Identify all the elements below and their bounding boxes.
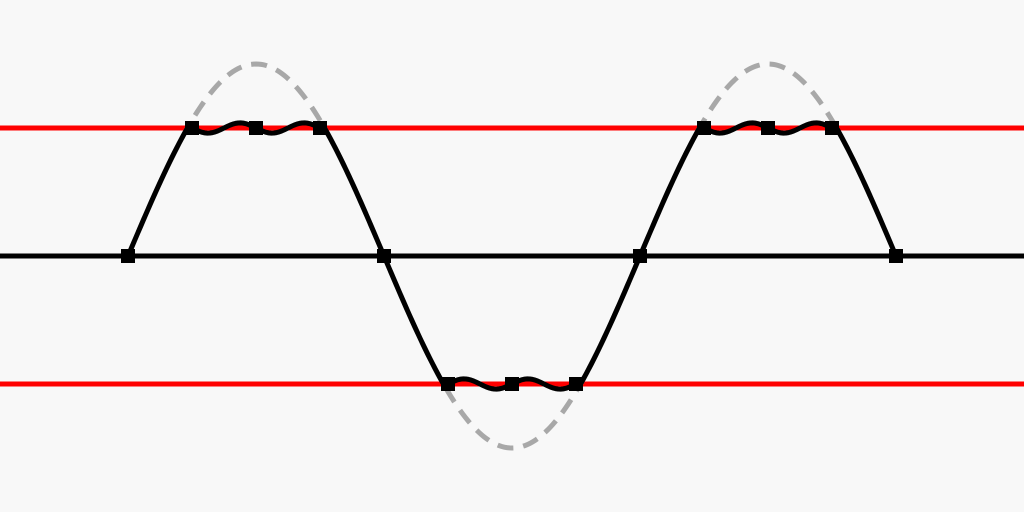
sample-marker: [889, 249, 903, 263]
sample-marker: [121, 249, 135, 263]
sample-marker: [761, 121, 775, 135]
sample-marker: [697, 121, 711, 135]
sample-marker: [569, 377, 583, 391]
sample-markers: [121, 121, 903, 391]
ideal-sine-wave: [125, 61, 899, 451]
sample-marker: [441, 377, 455, 391]
sample-marker: [185, 121, 199, 135]
sample-marker: [633, 249, 647, 263]
sample-marker: [825, 121, 839, 135]
sample-marker: [377, 249, 391, 263]
sample-marker: [505, 377, 519, 391]
sample-marker: [249, 121, 263, 135]
sample-marker: [313, 121, 327, 135]
